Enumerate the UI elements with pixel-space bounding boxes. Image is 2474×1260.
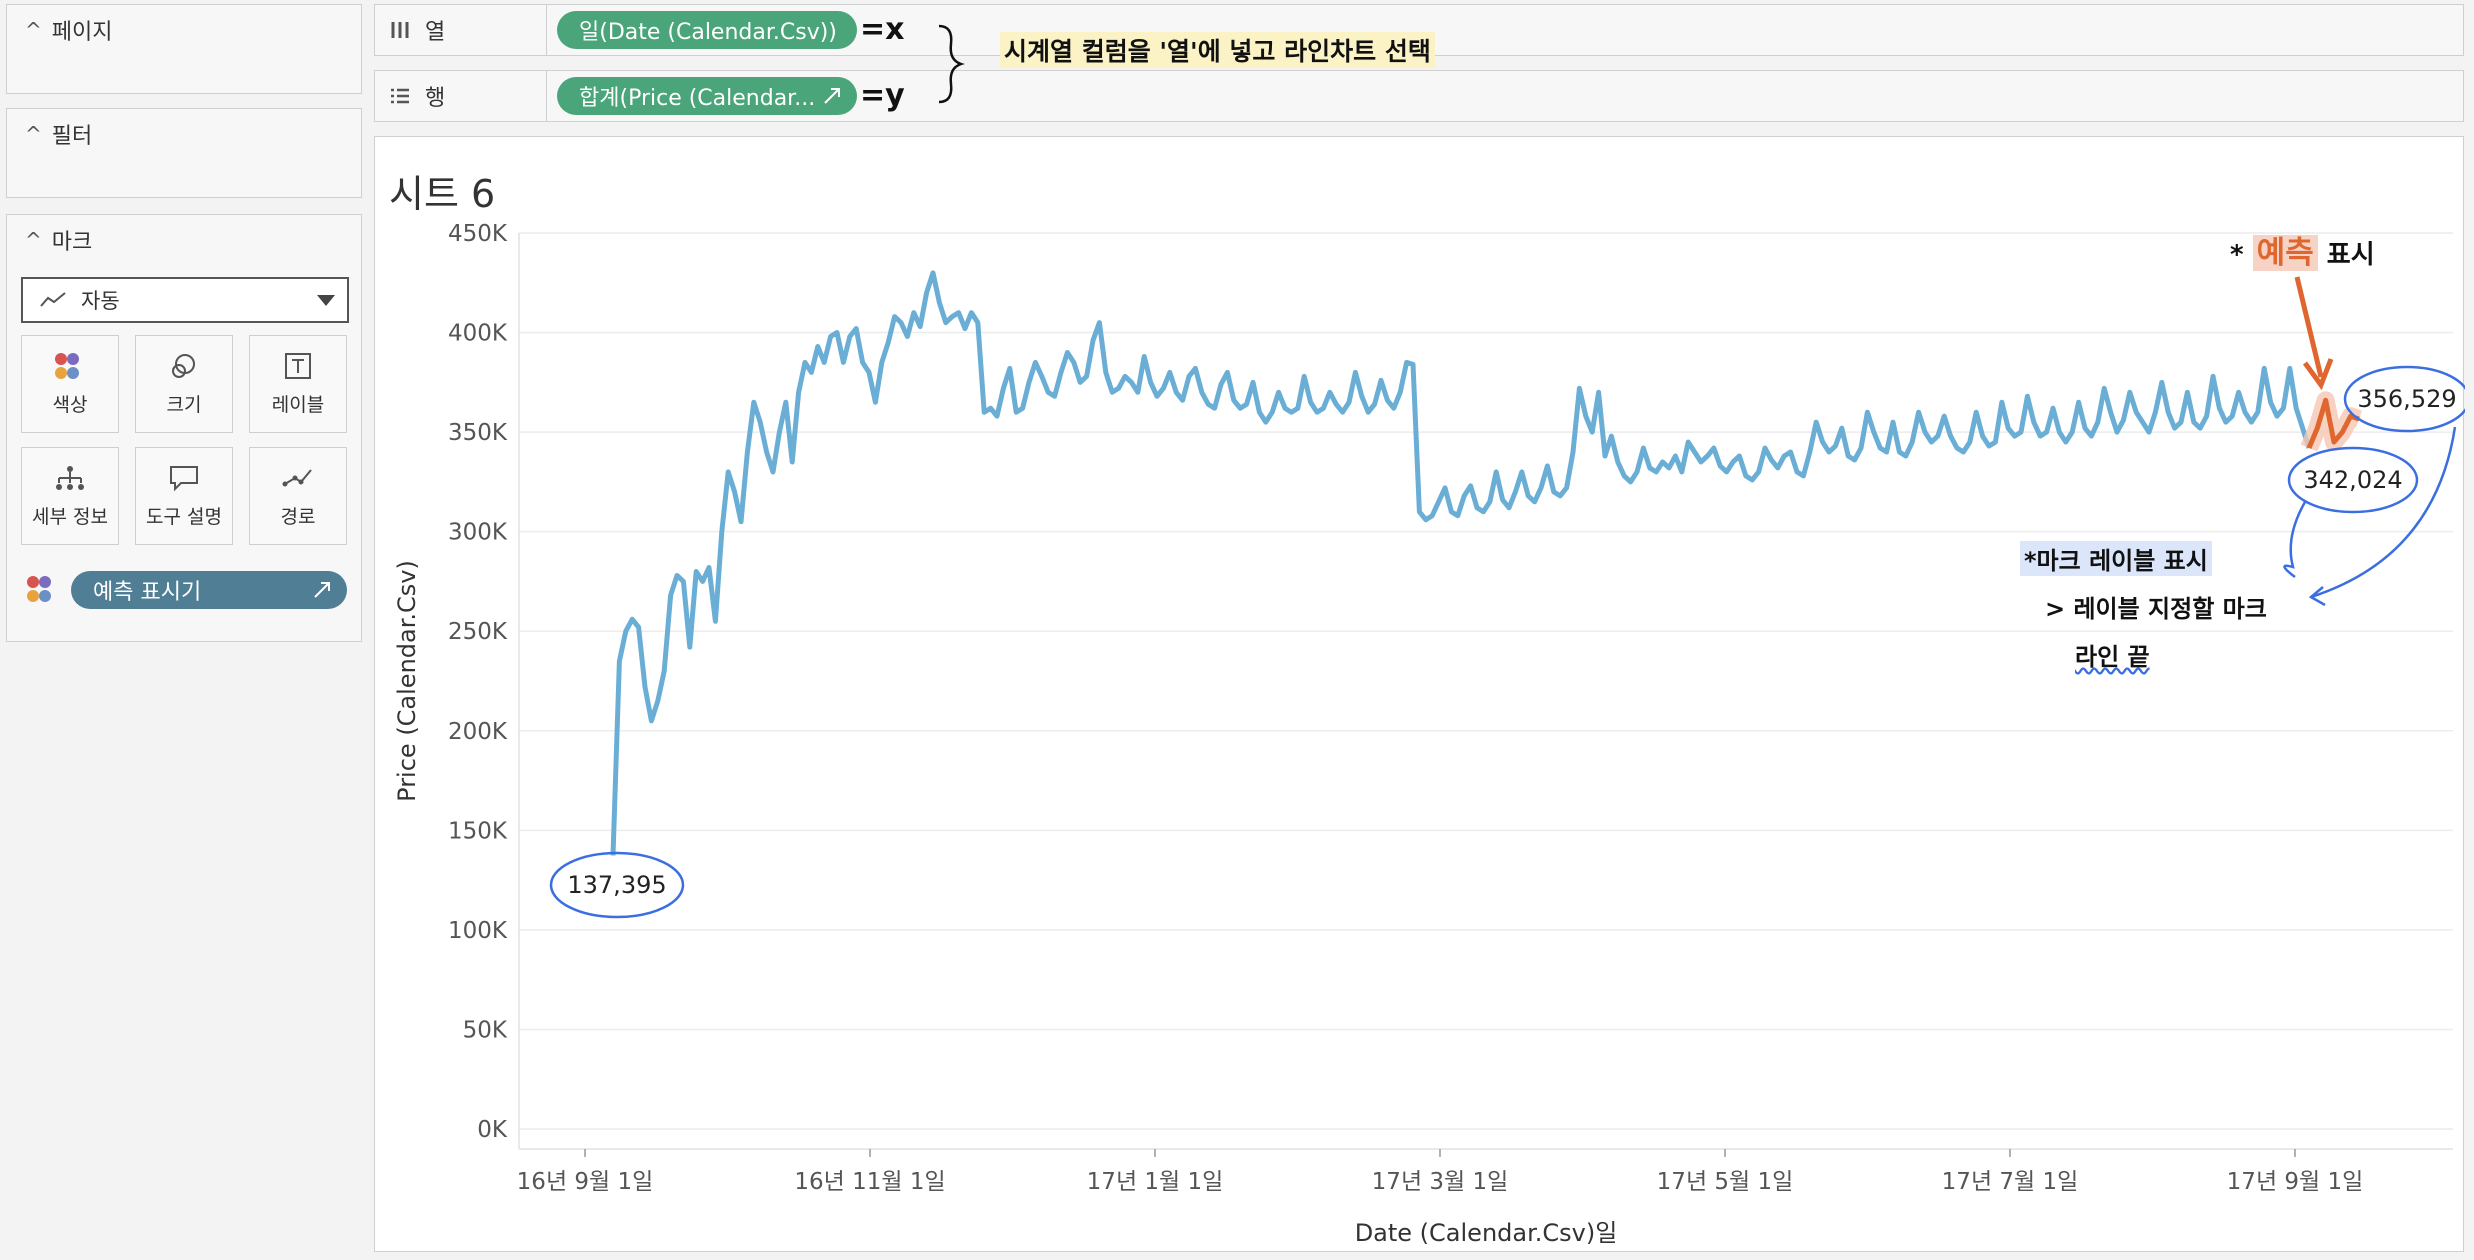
forecast-indicator-pill[interactable]: 예측 표시기 [71, 571, 347, 609]
forecast-note-word: 예측 [2252, 235, 2318, 271]
path-button[interactable]: 경로 [249, 447, 347, 545]
y-tick-label: 250K [448, 619, 508, 645]
label-connector-arrowhead [2308, 586, 2326, 607]
tooltip-label: 도구 설명 [146, 505, 222, 528]
sheet-title: 시트 6 [389, 172, 496, 216]
data-label: 342,024 [2303, 466, 2402, 494]
label-note-1: *마크 레이블 표시 [2020, 541, 2212, 576]
path-icon [282, 468, 312, 486]
columns-icon [391, 22, 409, 38]
size-label: 크기 [166, 393, 202, 416]
detail-icon [56, 465, 84, 490]
y-tick-label: 100K [448, 918, 508, 944]
mark-type-value: 자동 [81, 289, 120, 313]
y-tick-label: 300K [448, 520, 508, 546]
chevron-up-icon: ^ [25, 122, 42, 146]
x-tick-label: 16년 11월 1일 [794, 1169, 945, 1195]
annotation-circle [2287, 446, 2419, 514]
tooltip-icon [170, 465, 198, 491]
rows-shelf[interactable]: 행 합계(Price (Calendar... [374, 70, 2464, 122]
x-tick-label: 17년 9월 1일 [2227, 1169, 2364, 1195]
forecast-arrowhead [2302, 358, 2334, 391]
forecast-icon [824, 88, 840, 104]
brace-icon [938, 24, 965, 104]
color-label: 색상 [52, 393, 88, 416]
price-row-pill[interactable]: 합계(Price (Calendar... [557, 77, 857, 115]
annotation-circle [549, 851, 685, 919]
pages-title: 페이지 [51, 20, 113, 45]
color-icon [55, 352, 79, 379]
marks-panel-header[interactable]: ^ 마크 [7, 215, 361, 265]
detail-button[interactable]: 세부 정보 [21, 447, 119, 545]
forecast-note: * 예측 표시 [2230, 227, 2375, 272]
price-series-line [610, 270, 2312, 856]
price-row-pill-label: 합계(Price (Calendar... [579, 86, 816, 111]
y-tick-label: 350K [448, 420, 508, 446]
forecast-series-line [2306, 397, 2360, 449]
date-column-pill-label: 일(Date (Calendar.Csv)) [579, 20, 837, 45]
sheet-view: 시트 6 0K 50K 100K 150K 200K 250K 300K 350K 400K 45… [374, 136, 2465, 1252]
columns-shelf-label: 열 [375, 5, 547, 55]
shelf-note: 시계열 컬럼을 '열'에 넣고 라인차트 선택 [1000, 32, 1435, 68]
size-icon [172, 353, 195, 378]
x-tick-label: 17년 7월 1일 [1942, 1169, 2079, 1195]
forecast-indicator-label: 예측 표시기 [93, 580, 202, 605]
x-tick-label: 17년 1월 1일 [1087, 1169, 1224, 1195]
label-button[interactable]: 레이블 [249, 335, 347, 433]
forecast-arrow [2294, 276, 2324, 378]
tooltip-button[interactable]: 도구 설명 [135, 447, 233, 545]
detail-label: 세부 정보 [32, 505, 108, 528]
y-annotation: =y [860, 78, 905, 113]
y-tick-label: 50K [463, 1017, 508, 1043]
label-note-3: 라인 끝 [2075, 643, 2150, 671]
forecast-note-star: * [2230, 240, 2244, 270]
path-label: 경로 [280, 505, 316, 528]
x-tick-label: 17년 3월 1일 [1372, 1169, 1509, 1195]
y-axis-title: Price (Calendar.Csv) [393, 560, 421, 802]
y-tick-label: 0K [477, 1117, 508, 1143]
columns-label: 열 [425, 20, 446, 45]
label-connector [2310, 426, 2457, 599]
line-chart-icon [40, 292, 66, 307]
line-chart: 0K 50K 100K 150K 200K 250K 300K 350K 400K 450K 16년… [393, 221, 2465, 1247]
forecast-note-rest: 표시 [2326, 240, 2375, 270]
label-label: 레이블 [271, 393, 325, 416]
label-icon [285, 352, 311, 379]
pages-panel-header[interactable]: ^ 페이지 [7, 5, 361, 55]
date-column-pill[interactable]: 일(Date (Calendar.Csv)) [557, 11, 857, 49]
data-label: 137,395 [567, 871, 666, 899]
y-tick-label: 400K [448, 321, 508, 347]
chevron-up-icon: ^ [25, 228, 42, 252]
label-connector [2283, 501, 2307, 578]
x-tick-label: 17년 5월 1일 [1657, 1169, 1794, 1195]
chevron-down-icon [317, 295, 335, 306]
filters-title: 필터 [51, 124, 93, 149]
color-icon [27, 576, 51, 602]
rows-shelf-label: 행 [375, 71, 547, 121]
y-tick-label: 450K [448, 221, 508, 247]
filters-panel-header[interactable]: ^ 필터 [7, 109, 361, 159]
y-tick-label: 150K [448, 818, 508, 844]
pages-panel: ^ 페이지 [6, 4, 362, 94]
chevron-up-icon: ^ [25, 18, 42, 42]
rows-label: 행 [425, 86, 446, 111]
color-button[interactable]: 색상 [21, 335, 119, 433]
y-tick-label: 200K [448, 719, 508, 745]
columns-shelf[interactable]: 열 일(Date (Calendar.Csv)) [374, 4, 2464, 56]
marks-panel: ^ 마크 자동 색상 크기 레이블 [6, 214, 362, 642]
filters-panel: ^ 필터 [6, 108, 362, 198]
mark-type-dropdown[interactable]: 자동 [21, 277, 349, 323]
forecast-icon [314, 582, 330, 598]
x-axis-title: Date (Calendar.Csv)일 [1355, 1219, 1618, 1247]
marks-title: 마크 [51, 230, 93, 255]
label-note-2: > 레이블 지정할 마크 [2045, 595, 2267, 623]
rows-icon [391, 88, 409, 104]
x-tick-label: 16년 9월 1일 [517, 1169, 654, 1195]
annotation-circle [2343, 365, 2465, 433]
data-label: 356,529 [2357, 385, 2456, 413]
x-annotation: =x [860, 12, 905, 47]
size-button[interactable]: 크기 [135, 335, 233, 433]
